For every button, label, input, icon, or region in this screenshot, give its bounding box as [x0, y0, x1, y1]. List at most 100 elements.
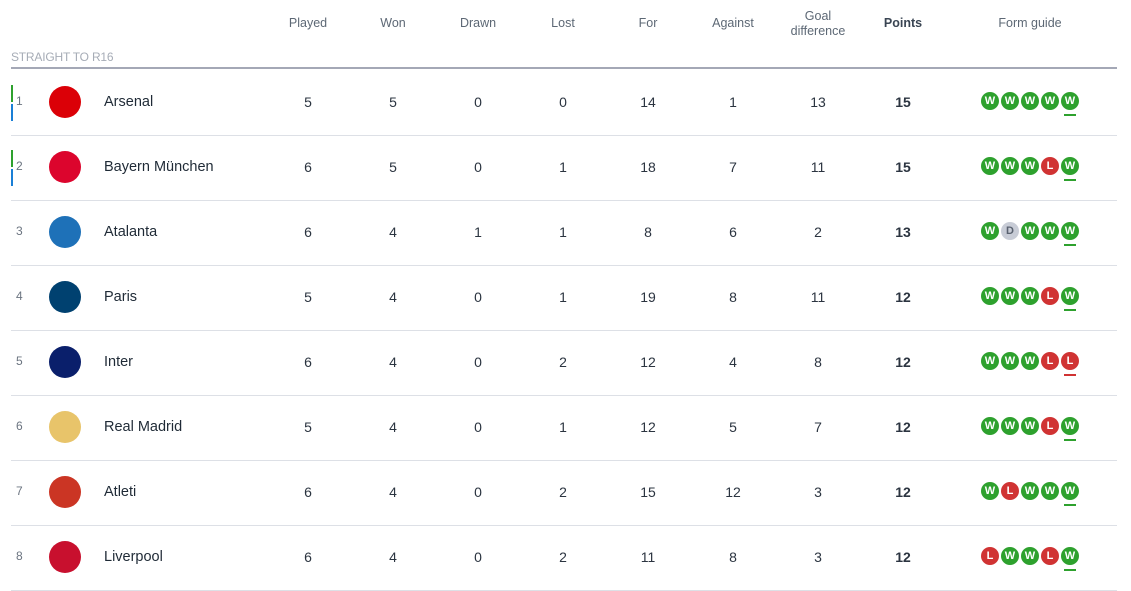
- stat-gd: 8: [814, 354, 822, 370]
- stat-for: 12: [640, 419, 656, 435]
- stat-points: 15: [895, 94, 911, 110]
- form-result-win[interactable]: W: [981, 352, 999, 370]
- stat-won: 4: [389, 224, 397, 240]
- form-result-win[interactable]: W: [1021, 157, 1039, 175]
- form-result-loss[interactable]: L: [981, 547, 999, 565]
- form-result-win[interactable]: W: [981, 417, 999, 435]
- team-name[interactable]: Arsenal: [104, 94, 154, 110]
- stat-against: 5: [729, 419, 737, 435]
- stat-drawn: 0: [474, 94, 482, 110]
- form-result-win[interactable]: W: [1021, 547, 1039, 565]
- stat-points: 13: [895, 224, 911, 240]
- form-result-win[interactable]: W: [981, 287, 999, 305]
- table-row[interactable]: 4 Paris 5 4 0 1 19 8 11 12 W W W L W: [11, 265, 1117, 331]
- form-result-win[interactable]: W: [1061, 157, 1079, 181]
- form-result-win[interactable]: W: [981, 92, 999, 110]
- form-result-win[interactable]: W: [1001, 352, 1019, 370]
- stat-gd: 7: [814, 419, 822, 435]
- form-result-win[interactable]: W: [1041, 222, 1059, 240]
- form-result-loss[interactable]: L: [1061, 352, 1079, 376]
- stat-for: 19: [640, 289, 656, 305]
- form-result-win[interactable]: W: [1001, 157, 1019, 175]
- stat-won: 4: [389, 354, 397, 370]
- header-drawn[interactable]: Drawn: [459, 16, 497, 30]
- rank: 6: [16, 419, 23, 433]
- stat-lost: 2: [559, 484, 567, 500]
- stat-against: 8: [729, 549, 737, 565]
- team-name[interactable]: Real Madrid: [104, 419, 183, 435]
- stat-drawn: 1: [474, 224, 482, 240]
- team-name[interactable]: Atleti: [104, 484, 137, 500]
- form-result-win[interactable]: W: [1041, 92, 1059, 110]
- header-against[interactable]: Against: [712, 16, 754, 30]
- stat-gd: 13: [810, 94, 826, 110]
- header-lost[interactable]: Lost: [551, 16, 575, 30]
- stat-for: 12: [640, 354, 656, 370]
- header-won[interactable]: Won: [380, 16, 406, 30]
- qualify-marker: [11, 104, 13, 121]
- form-result-win[interactable]: W: [1021, 287, 1039, 305]
- form-result-loss[interactable]: L: [1001, 482, 1019, 500]
- stat-lost: 1: [559, 289, 567, 305]
- form-result-win[interactable]: W: [1061, 222, 1079, 246]
- form-result-win[interactable]: W: [1021, 92, 1039, 110]
- qualify-marker: [11, 150, 13, 167]
- form-result-win[interactable]: W: [1021, 352, 1039, 370]
- form-result-win[interactable]: W: [1061, 287, 1079, 311]
- form-result-win[interactable]: W: [1001, 287, 1019, 305]
- team-name[interactable]: Paris: [104, 289, 138, 305]
- stat-gd: 11: [810, 289, 826, 305]
- form-result-win[interactable]: W: [1041, 482, 1059, 500]
- team-crest-icon: [49, 281, 81, 313]
- team-name[interactable]: Atalanta: [104, 224, 158, 240]
- stat-lost: 0: [559, 94, 567, 110]
- form-result-win[interactable]: W: [1061, 417, 1079, 441]
- form-result-win[interactable]: W: [981, 157, 999, 175]
- stat-drawn: 0: [474, 289, 482, 305]
- form-result-loss[interactable]: L: [1041, 287, 1059, 305]
- table-row[interactable]: 1 Arsenal 5 5 0 0 14 1 13 15 W W W W W: [11, 70, 1117, 136]
- stat-against: 6: [729, 224, 737, 240]
- qualify-marker: [11, 85, 13, 102]
- header-goal-difference[interactable]: Goal difference: [790, 9, 846, 38]
- stat-played: 6: [304, 159, 312, 175]
- table-row[interactable]: 2 Bayern München 6 5 0 1 18 7 11 15 W W W L W: [11, 135, 1117, 201]
- form-result-win[interactable]: W: [981, 222, 999, 240]
- team-crest-icon: [49, 151, 81, 183]
- table-row[interactable]: 6 Real Madrid 5 4 0 1 12 5 7 12 W W W L W: [11, 395, 1117, 461]
- form-result-win[interactable]: W: [1021, 222, 1039, 240]
- form-result-loss[interactable]: L: [1041, 157, 1059, 175]
- header-played[interactable]: Played: [288, 16, 328, 30]
- table-row[interactable]: 8 Liverpool 6 4 0 2 11 8 3 12 L W W L W: [11, 525, 1117, 591]
- form-result-win[interactable]: W: [1001, 92, 1019, 110]
- team-name[interactable]: Bayern München: [104, 159, 214, 175]
- stat-points: 15: [895, 159, 911, 175]
- form-result-loss[interactable]: L: [1041, 417, 1059, 435]
- form-result-win[interactable]: W: [1021, 482, 1039, 500]
- team-name[interactable]: Inter: [104, 354, 134, 370]
- form-result-draw[interactable]: D: [1001, 222, 1019, 240]
- form-result-win[interactable]: W: [1001, 547, 1019, 565]
- form-result-loss[interactable]: L: [1041, 352, 1059, 370]
- team-crest-icon: [49, 476, 81, 508]
- form-result-win[interactable]: W: [1001, 417, 1019, 435]
- form-result-loss[interactable]: L: [1041, 547, 1059, 565]
- stat-points: 12: [895, 549, 911, 565]
- header-form-guide: Form guide: [998, 16, 1062, 30]
- table-row[interactable]: 5 Inter 6 4 0 2 12 4 8 12 W W W L L: [11, 330, 1117, 396]
- header-for[interactable]: For: [638, 16, 658, 30]
- table-header: Played Won Drawn Lost For Against Goal d…: [0, 0, 1131, 50]
- team-name[interactable]: Liverpool: [104, 549, 163, 565]
- header-points[interactable]: Points: [883, 16, 923, 30]
- table-row[interactable]: 7 Atleti 6 4 0 2 15 12 3 12 W L W W W: [11, 460, 1117, 526]
- form-result-win[interactable]: W: [981, 482, 999, 500]
- form-result-win[interactable]: W: [1021, 417, 1039, 435]
- stat-played: 5: [304, 94, 312, 110]
- form-result-win[interactable]: W: [1061, 547, 1079, 571]
- table-row[interactable]: 3 Atalanta 6 4 1 1 8 6 2 13 W D W W W: [11, 200, 1117, 266]
- stat-played: 6: [304, 484, 312, 500]
- form-result-win[interactable]: W: [1061, 482, 1079, 506]
- form-result-win[interactable]: W: [1061, 92, 1079, 116]
